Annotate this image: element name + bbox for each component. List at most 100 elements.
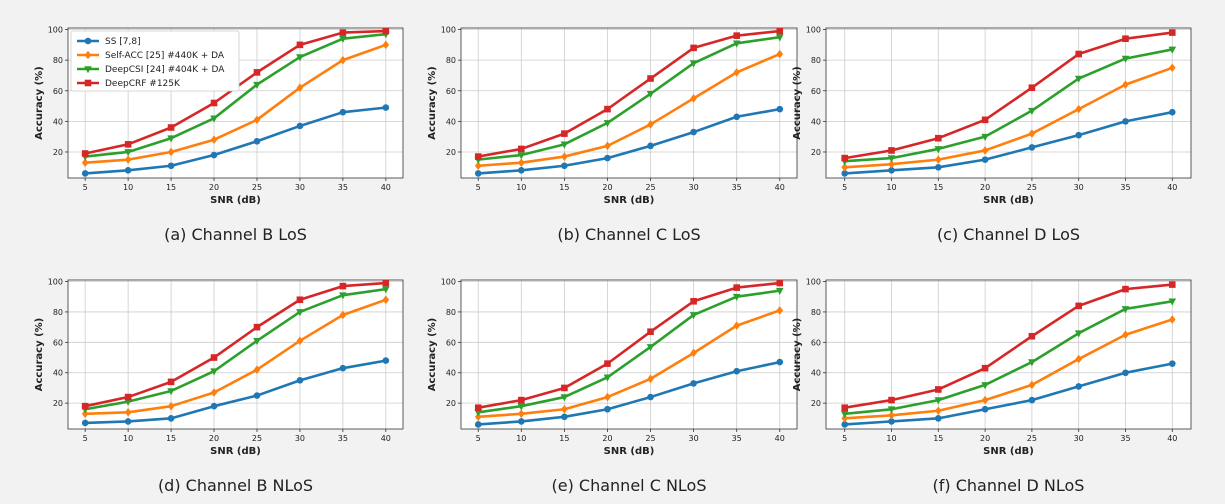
data-point xyxy=(935,415,942,422)
data-point xyxy=(647,328,654,335)
data-point xyxy=(934,146,943,154)
data-point xyxy=(474,153,482,160)
data-point xyxy=(1122,369,1129,377)
x-tick-label: 10 xyxy=(886,434,896,443)
data-point xyxy=(981,364,989,372)
x-tick-label: 30 xyxy=(689,183,699,192)
series-line xyxy=(85,298,387,416)
data-point xyxy=(841,421,849,428)
plot-frame xyxy=(67,27,404,179)
data-point xyxy=(981,405,989,413)
data-point xyxy=(1168,63,1176,73)
data-point xyxy=(604,392,611,402)
series-line xyxy=(844,110,1173,175)
data-point xyxy=(296,54,304,62)
panel-caption: (b) Channel C LoS xyxy=(557,225,700,244)
data-point xyxy=(733,113,740,121)
y-tick-label: 100 xyxy=(441,26,456,35)
data-point xyxy=(474,404,482,412)
x-tick-label: 15 xyxy=(559,183,569,192)
data-point xyxy=(474,170,482,177)
y-tick-label: 40 xyxy=(446,369,456,378)
panel-caption: (a) Channel B LoS xyxy=(164,225,307,244)
chart-panel-1: 5 10 15 20 25 30 35 40 20 40 60 80 100 SNR (dB) Accura… xyxy=(34,26,404,244)
y-axis-label: Accuracy (%) xyxy=(427,318,438,391)
data-point xyxy=(81,158,89,167)
data-point xyxy=(888,167,895,174)
y-tick-label: 80 xyxy=(53,308,63,317)
data-point xyxy=(296,83,304,92)
data-point xyxy=(560,141,569,149)
series-line xyxy=(478,309,781,419)
data-point xyxy=(935,155,942,164)
series-line xyxy=(85,32,386,158)
data-point xyxy=(253,115,261,125)
data-point xyxy=(776,358,784,366)
legend-marker xyxy=(84,79,92,87)
data-point xyxy=(1028,84,1036,91)
series-line xyxy=(478,29,780,158)
data-point xyxy=(1168,360,1176,367)
data-point xyxy=(518,167,525,174)
y-axis-label: Accuracy (%) xyxy=(427,66,438,139)
y-tick-label: 80 xyxy=(446,308,456,317)
x-axis-label: SNR (dB) xyxy=(210,195,261,206)
x-tick-label: 15 xyxy=(166,434,176,443)
data-point xyxy=(253,81,261,89)
legend-marker xyxy=(84,66,92,74)
series-line xyxy=(85,106,386,175)
data-point xyxy=(517,152,526,160)
data-point xyxy=(296,336,304,346)
series-line xyxy=(85,359,387,425)
data-point xyxy=(253,323,261,331)
x-tick-label: 5 xyxy=(83,434,88,443)
y-tick-label: 100 xyxy=(806,26,821,35)
data-point xyxy=(690,297,697,305)
data-point xyxy=(339,364,347,372)
series-line xyxy=(478,107,780,175)
data-point xyxy=(518,158,525,167)
x-tick-label: 25 xyxy=(252,434,262,443)
data-point xyxy=(561,162,568,170)
x-tick-label: 25 xyxy=(645,434,655,443)
data-point xyxy=(1121,55,1130,63)
data-point xyxy=(647,374,654,384)
data-point xyxy=(124,167,132,174)
legend-label: SS [7,8] xyxy=(105,37,141,47)
data-point xyxy=(296,296,304,304)
data-point xyxy=(840,410,849,419)
y-tick-label: 80 xyxy=(53,56,63,65)
data-point xyxy=(339,108,347,116)
legend-label: DeepCRF #125K xyxy=(105,79,181,89)
data-point xyxy=(935,134,942,142)
y-axis-label: Accuracy (%) xyxy=(792,66,803,139)
data-point xyxy=(776,49,784,59)
data-point xyxy=(561,130,568,137)
data-point xyxy=(604,405,611,413)
data-point xyxy=(474,409,483,417)
x-tick-label: 15 xyxy=(933,434,943,443)
data-point xyxy=(560,394,569,402)
data-point xyxy=(124,407,132,417)
series-line xyxy=(478,35,780,161)
data-point xyxy=(733,32,740,39)
series-line xyxy=(478,281,780,409)
data-point xyxy=(210,151,218,159)
x-tick-label: 10 xyxy=(516,434,526,443)
data-point xyxy=(518,396,525,404)
data-point xyxy=(518,409,525,419)
data-point xyxy=(124,418,132,425)
data-point xyxy=(981,146,989,155)
series-line xyxy=(84,287,387,411)
data-point xyxy=(210,402,218,410)
data-point xyxy=(603,374,612,382)
data-point xyxy=(1028,332,1036,340)
legend-box xyxy=(70,30,240,92)
data-point xyxy=(646,344,655,352)
data-point xyxy=(167,388,175,396)
x-tick-label: 40 xyxy=(775,434,785,443)
data-point xyxy=(124,393,132,401)
data-point xyxy=(339,55,347,65)
data-point xyxy=(339,29,347,36)
data-point xyxy=(1028,144,1036,151)
